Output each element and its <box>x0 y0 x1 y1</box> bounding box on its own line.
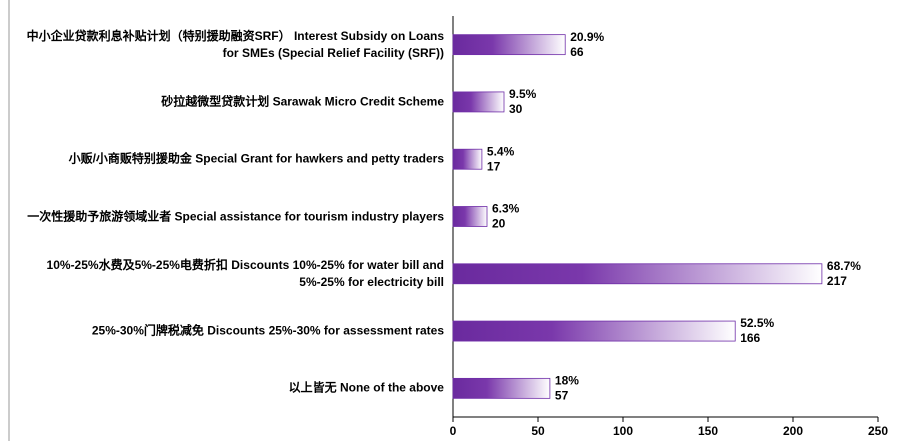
x-tick-label: 100 <box>613 424 633 438</box>
value-label: 217 <box>827 274 847 288</box>
category-label: 中小企业贷款利息补贴计划（特别援助融资SRF） Interest Subsidy… <box>26 28 444 60</box>
share-label: 9.5% <box>509 87 537 101</box>
category-label: 小贩/小商贩特别援助金 Special Grant for hawkers an… <box>68 151 444 166</box>
share-label: 5.4% <box>487 144 515 158</box>
value-label: 30 <box>509 102 523 116</box>
bar <box>452 377 551 399</box>
x-tick-label: 250 <box>868 424 888 438</box>
bar <box>452 91 505 113</box>
share-label: 52.5% <box>740 316 774 330</box>
category-label: 砂拉越微型贷款计划 Sarawak Micro Credit Scheme <box>161 94 444 109</box>
x-tick-label: 0 <box>450 424 457 438</box>
value-label: 166 <box>740 331 760 345</box>
x-tick-label: 150 <box>698 424 718 438</box>
value-label: 66 <box>570 45 584 59</box>
bar <box>452 320 736 342</box>
bar <box>452 263 823 285</box>
value-label: 20 <box>492 217 506 231</box>
bar <box>452 148 483 170</box>
x-tick-label: 50 <box>531 424 545 438</box>
value-label: 17 <box>487 159 501 173</box>
share-label: 20.9% <box>570 30 604 44</box>
category-label: 以上皆无 None of the above <box>288 380 444 395</box>
share-label: 6.3% <box>492 202 520 216</box>
value-label: 57 <box>555 389 569 403</box>
category-label: 10%-25%水费及5%-25%电费折扣 Discounts 10%-25% f… <box>46 257 444 289</box>
x-tick-label: 200 <box>783 424 803 438</box>
category-label: 25%-30%门牌税减免 Discounts 25%-30% for asses… <box>91 323 444 338</box>
bar <box>452 206 488 227</box>
category-label: 一次性援助予旅游领域业者 Special assistance for tour… <box>27 209 444 223</box>
share-label: 18% <box>555 374 579 388</box>
share-label: 68.7% <box>827 259 861 273</box>
bar <box>452 34 566 56</box>
